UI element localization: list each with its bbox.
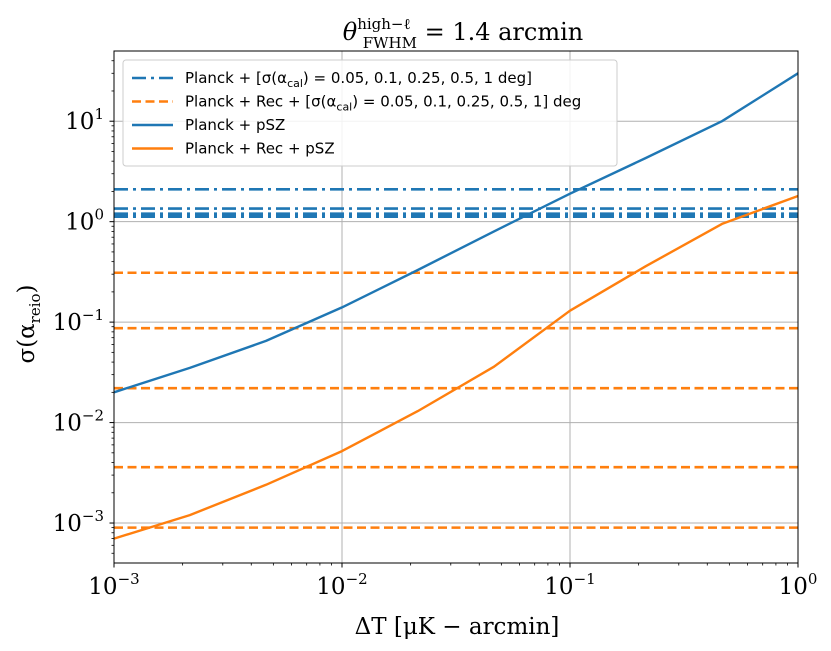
legend: Planck + [σ(αcal) = 0.05, 0.1, 0.25, 0.5… xyxy=(122,59,618,167)
series-2-line xyxy=(113,72,799,394)
y-tick-label-2: 10−1 xyxy=(53,306,104,336)
legend-label-3: Planck + Rec + pSZ xyxy=(185,140,335,158)
legend-box xyxy=(122,59,618,167)
axis-ticks: 10−3 10−2 10−1 100 10−3 10−2 10−1 100 101 xyxy=(53,60,818,600)
legend-label-0: Planck + [σ(αcal) = 0.05, 0.1, 0.25, 0.5… xyxy=(185,69,532,90)
y-tick-label-3: 100 xyxy=(65,206,104,236)
x-tick-label-1: 10−2 xyxy=(316,570,367,600)
x-tick-label-2: 10−1 xyxy=(544,570,595,600)
legend-label-1: Planck + Rec + [σ(αcal) = 0.05, 0.1, 0.2… xyxy=(185,93,581,114)
plot-series xyxy=(113,72,799,540)
legend-label-2: Planck + pSZ xyxy=(185,116,285,134)
y-tick-label-1: 10−2 xyxy=(53,407,104,437)
series-2 xyxy=(113,72,799,394)
chart-title: θhigh−ℓ FWHM = 1.4 arcmin xyxy=(343,15,583,52)
x-axis-label: ΔT [μK − arcmin] xyxy=(355,614,560,640)
x-tick-label-0: 10−3 xyxy=(88,570,139,600)
y-tick-label-0: 10−3 xyxy=(53,507,104,537)
series-0 xyxy=(114,187,798,219)
y-tick-label-4: 101 xyxy=(65,105,104,135)
axes-frame xyxy=(113,50,799,564)
x-tick-label-3: 100 xyxy=(779,570,818,600)
y-axis-label: σ(αreio) xyxy=(14,284,44,363)
series-3 xyxy=(113,194,799,540)
series-1 xyxy=(114,271,798,529)
series-3-line xyxy=(113,194,799,540)
